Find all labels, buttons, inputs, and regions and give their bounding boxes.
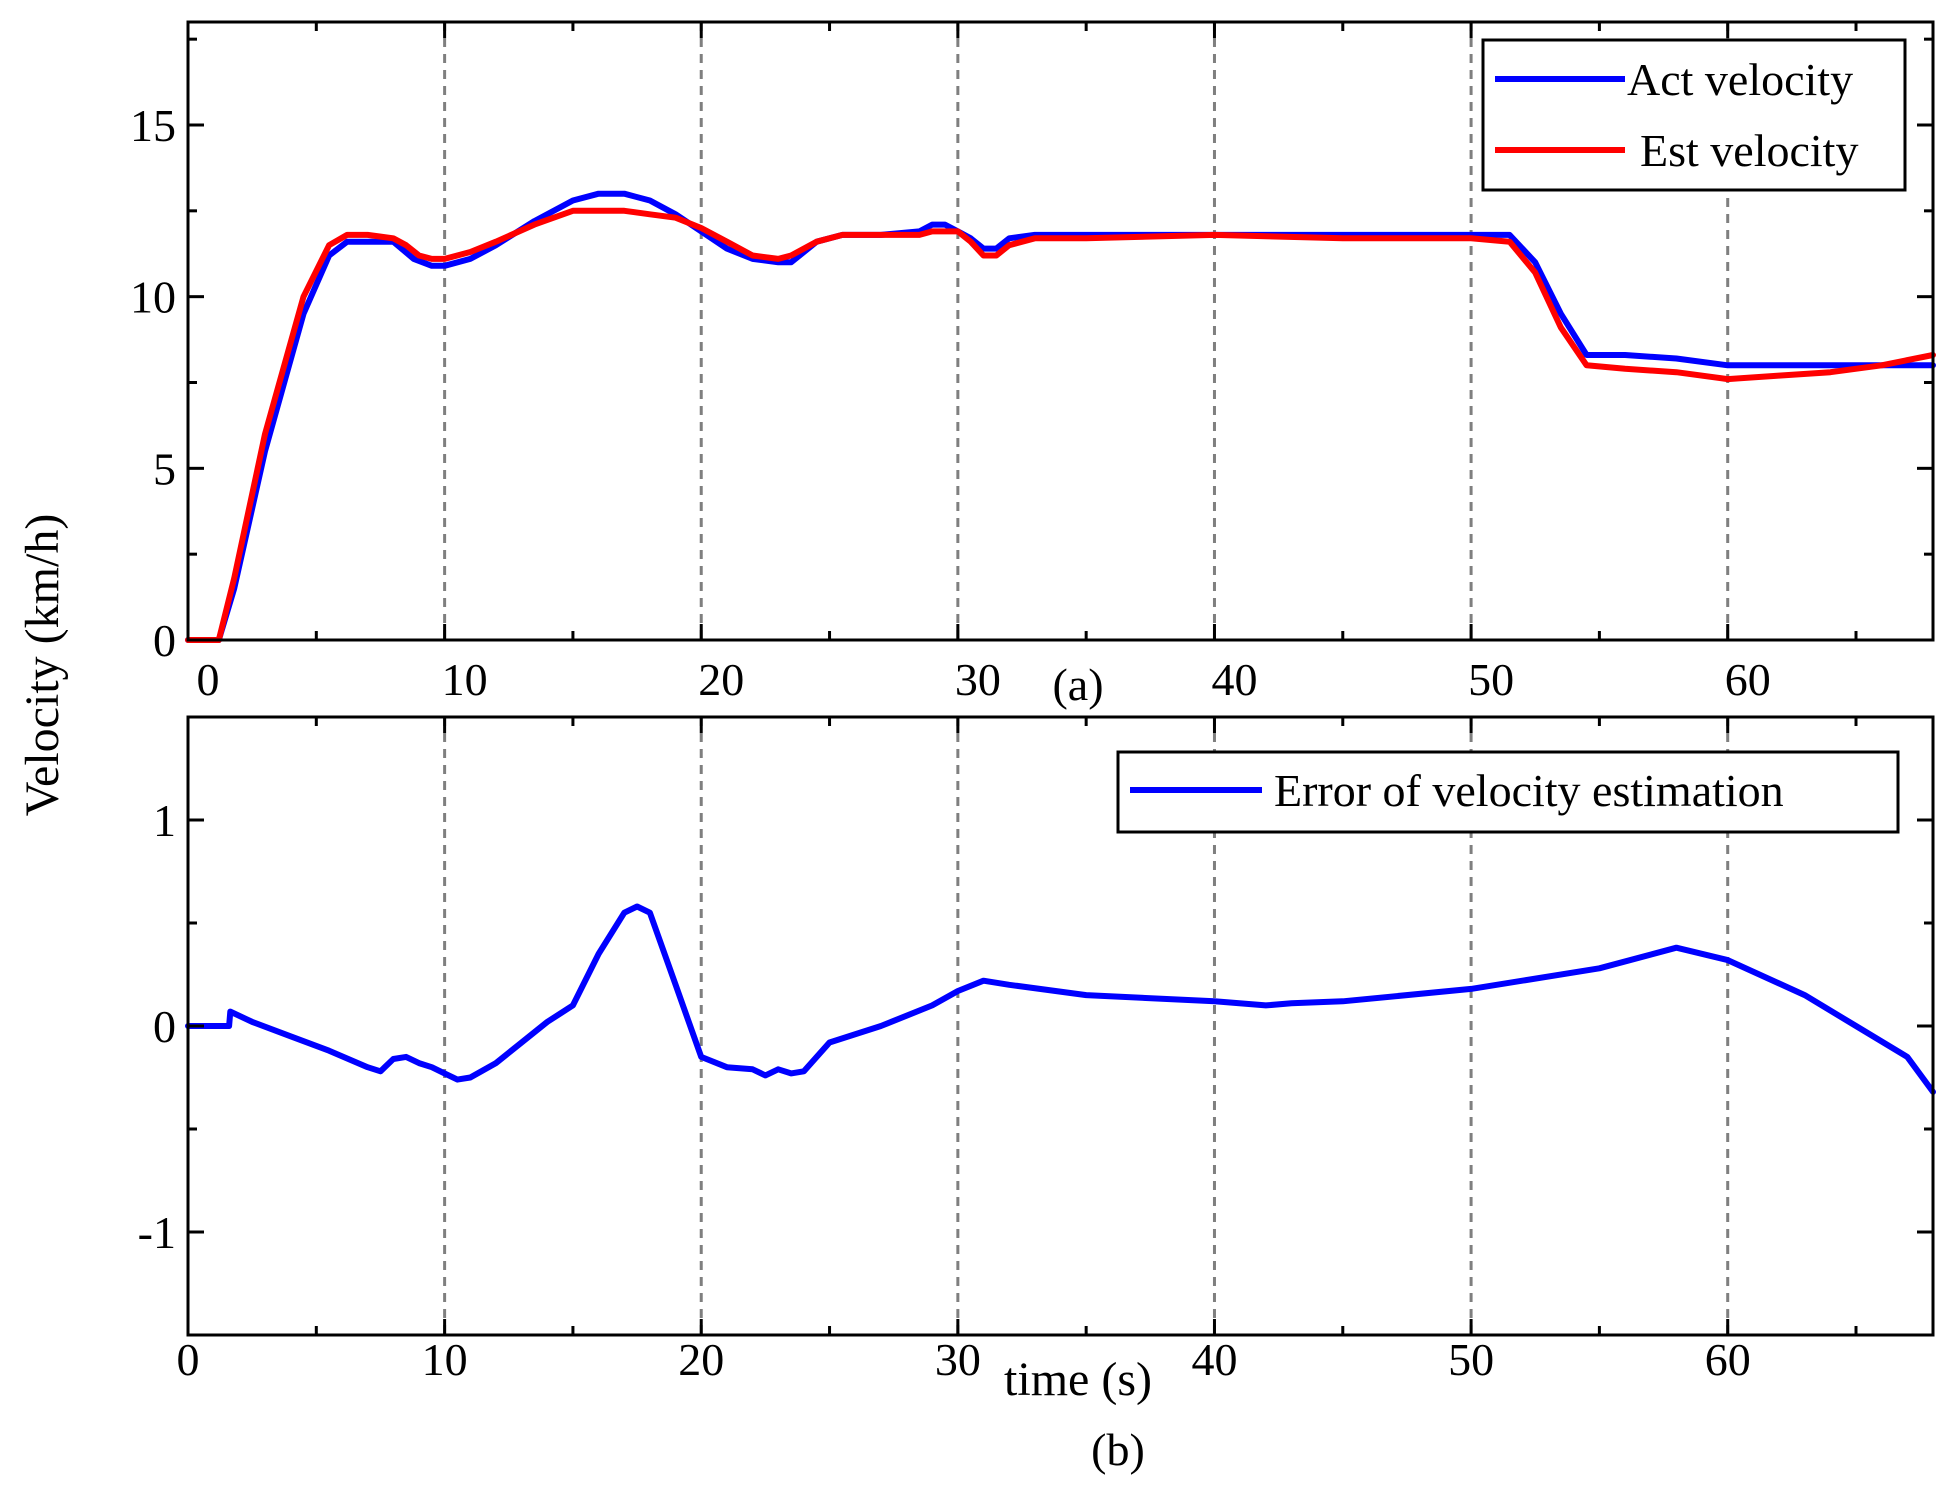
panel-b-ticks: 0 10 20 30 40 50 60 -1 0 1 (138, 715, 1933, 1385)
y-tick-label--1: -1 (138, 1207, 176, 1258)
x-tick-label-0: 0 (197, 654, 220, 705)
legend-box-a (1481, 38, 1907, 192)
series-line-error-of-velocity-estimation (185, 903, 1936, 1095)
x-tick-label-0: 0 (177, 1334, 200, 1385)
series-line-act-velocity (185, 190, 1936, 643)
x-tick-label-40: 40 (1191, 1334, 1237, 1385)
series-line-est-velocity (185, 207, 1936, 643)
y-tick-label-5: 5 (153, 443, 176, 494)
panel-a-ticks: 0 10 20 30 40 50 60 0 5 10 15 (130, 22, 1933, 705)
y-tick-label-0: 0 (153, 615, 176, 666)
panel-b-legend: Error of velocity estimation (1116, 750, 1900, 834)
legend-label-est: Est velocity (1640, 125, 1858, 176)
x-tick-label-30: 30 (955, 654, 1001, 705)
x-tick-label-20: 20 (678, 1334, 724, 1385)
panel-a-legend: Act velocity Est velocity (1481, 38, 1907, 192)
panel-a-label: (a) (1052, 659, 1103, 710)
legend-label-act: Act velocity (1627, 54, 1853, 105)
panel-b-label: (b) (1091, 1424, 1145, 1475)
x-tick-label-50: 50 (1448, 1334, 1494, 1385)
x-tick-label-10: 10 (442, 654, 488, 705)
panel-a-series (185, 190, 1936, 643)
panel-b-error: 0 10 20 30 40 50 60 -1 0 1 Error of velocity esti… (138, 715, 1936, 1475)
x-tick-label-60: 60 (1705, 1334, 1751, 1385)
y-axis-title: Velocity (km/h) (16, 514, 69, 817)
x-axis-title: time (s) (1004, 1353, 1152, 1406)
x-tick-label-60: 60 (1725, 654, 1771, 705)
legend-label-error: Error of velocity estimation (1274, 765, 1784, 816)
x-tick-label-40: 40 (1211, 654, 1257, 705)
y-tick-label-0: 0 (153, 1001, 176, 1052)
x-tick-label-30: 30 (935, 1334, 981, 1385)
y-tick-label-10: 10 (130, 272, 176, 323)
y-tick-label-1: 1 (153, 795, 176, 846)
panel-a-frame (186, 20, 1935, 642)
panel-a-velocity: 0 10 20 30 40 50 60 0 5 10 15 Act velocity Est vel… (130, 20, 1936, 710)
x-tick-label-20: 20 (698, 654, 744, 705)
x-tick-label-50: 50 (1468, 654, 1514, 705)
x-tick-label-10: 10 (422, 1334, 468, 1385)
y-tick-label-15: 15 (130, 100, 176, 151)
panel-b-series (185, 903, 1936, 1095)
